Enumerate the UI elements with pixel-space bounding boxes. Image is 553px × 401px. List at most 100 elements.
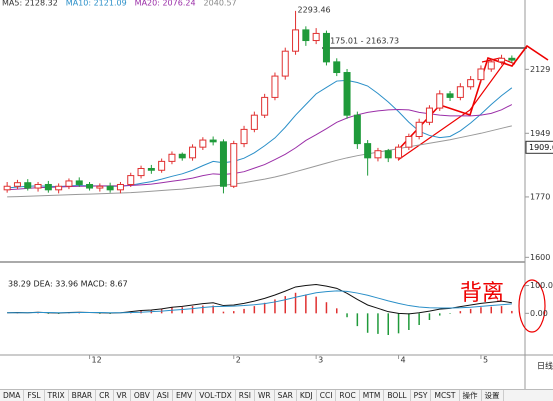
macd-line [7,283,512,315]
candle-body [127,175,135,185]
candle-body [240,128,248,145]
candle-body [487,61,495,70]
divergence-label: 背离 [460,281,504,306]
candle-body [116,183,124,191]
candle-body [508,57,516,61]
x-tick-label: 4 [401,356,406,365]
indicator-tab[interactable]: BOLL [384,390,411,401]
trend-drawing [397,61,506,161]
candle-body [374,150,382,159]
candle-body [168,153,176,162]
candle-body [456,86,464,98]
candle-body [302,29,310,42]
indicator-tab[interactable]: 操作 [460,390,482,401]
ma-legend: MA10: 2121.09 [66,0,127,8]
candle-body [209,139,217,143]
candle-body [219,141,227,187]
indicator-tab[interactable]: VR [114,390,131,401]
indicator-tab[interactable]: OBV [131,390,154,401]
candle-body [178,153,186,159]
candle-body [384,150,392,159]
candle-body [415,121,423,137]
candle-body [137,167,145,177]
ma-legend: MA20: 2076.24 [135,0,196,8]
candle-body [353,114,361,145]
candle-body [158,160,166,171]
ma-line [7,125,512,198]
candle-body [405,136,413,148]
divergence-circle [518,279,546,333]
candle-body [467,79,475,88]
indicator-tab[interactable]: 设置 [482,390,504,401]
indicator-tab[interactable]: CR [96,390,114,401]
candle-body [44,183,52,191]
indicator-tab[interactable]: FSL [24,390,45,401]
indicator-tab[interactable]: CCI [317,390,337,401]
y-tick-label: 1600 [530,253,550,262]
candle-body [425,107,433,123]
candle-body [55,185,63,191]
period-label: 日线 [537,361,553,371]
indicator-tab[interactable]: SAR [275,390,297,401]
ma-legend: 2040.57 [204,0,237,8]
peak-label: 2293.46 [298,5,331,14]
candle-body [13,182,21,187]
candle-body [281,50,289,77]
indicator-tab[interactable]: BRAR [69,390,97,401]
indicator-tab[interactable]: MTM [360,390,385,401]
x-tick-label: 3 [318,356,323,365]
x-tick-label: 5 [483,356,488,365]
indicator-tab[interactable]: WR [255,390,275,401]
candle-body [24,182,32,189]
candle-body [230,143,238,187]
cursor-price-box [525,140,553,154]
chart: 2175.01 - 2163.73 背离 日线 38.29 DEA: 33.96… [0,0,553,389]
macd-legend: 38.29 DEA: 33.96 MACD: 8.67 [8,280,128,289]
indicator-tab[interactable]: RSI [236,390,255,401]
candle-body [96,185,104,189]
indicator-tabs: DMA FSL TRIX BRAR CR VR OBV ASI EMV VOL-TDX RSI WR S… [0,389,553,401]
candle-body [34,183,42,189]
macd-line [7,290,512,314]
ma-line [7,104,513,191]
candle-body [292,29,300,52]
candle-body [312,32,320,42]
candle-body [3,185,11,191]
indicator-tab[interactable]: KDJ [297,390,317,401]
candle-body [261,96,269,116]
x-tick-label: 12 [92,356,102,365]
indicator-tab[interactable]: PSY [411,390,432,401]
candle-body [189,146,197,159]
candle-body [364,143,372,159]
candle-body [147,167,155,171]
candle-body [343,72,351,116]
cursor-price: 1909.6 [529,143,553,152]
indicator-tab[interactable]: ROC [336,390,360,401]
candle-body [65,180,73,187]
candle-body [106,185,114,191]
candle-body [498,57,506,63]
y-tick-label: 0.00 [530,309,548,318]
indicator-tab[interactable]: EMV [173,390,197,401]
indicator-tab[interactable]: ASI [154,390,173,401]
candle-body [395,146,403,159]
y-tick-label: 2129 [530,65,550,74]
candle-body [436,93,444,109]
x-tick-label: 2 [236,356,241,365]
candle-body [271,75,279,98]
ma-legend: MA5: 2128.32 [2,0,58,8]
y-tick-label: 100.0 [530,281,553,290]
candle-body [199,139,207,148]
indicator-tab[interactable]: TRIX [45,390,69,401]
indicator-tab[interactable]: VOL-TDX [196,390,236,401]
indicator-tab[interactable]: MCST [431,390,460,401]
candle-body [333,61,341,74]
y-tick-label: 1949 [530,129,550,138]
candle-body [446,93,454,98]
indicator-tab[interactable]: DMA [0,390,25,401]
candle-body [477,68,485,81]
candle-body [322,32,330,63]
candle-body [86,183,94,189]
level-label: 2175.01 - 2163.73 [325,37,399,46]
